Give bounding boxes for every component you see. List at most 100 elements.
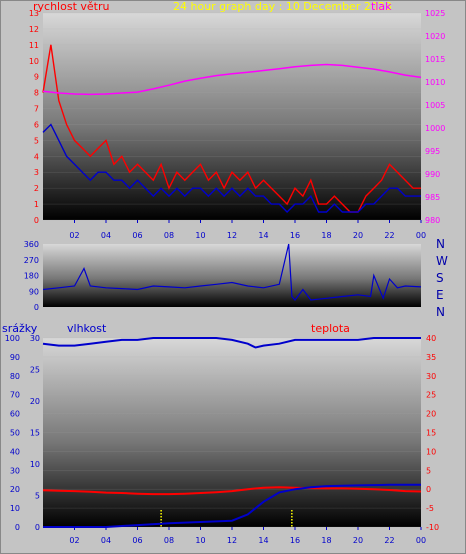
series-gust-avg (42, 123, 421, 213)
y-tick-label-right: 1025 (425, 9, 445, 18)
x-tick-label: 08 (164, 536, 174, 545)
y-tick-label-humidity: 40 (10, 447, 20, 456)
x-tick-label: 04 (101, 536, 111, 545)
x-tick-label: 16 (290, 231, 300, 240)
series-direction (42, 243, 422, 301)
compass-letter-s: S (436, 271, 444, 285)
y-tick-label-left: 4 (34, 152, 39, 161)
compass-letter-w: W (436, 254, 448, 268)
rain-label: srážky (2, 322, 38, 335)
compass-letter-bottom-n: N (436, 305, 445, 319)
y-tick-label-temperature: 35 (426, 353, 436, 362)
y-tick-label-temperature: 10 (426, 447, 436, 456)
compass-letter-e: E (436, 288, 444, 302)
x-tick-label: 18 (321, 536, 331, 545)
y-tick-label-left: 8 (34, 89, 39, 98)
y-tick-label: 0 (34, 303, 39, 312)
y-tick-label-temperature: 0 (426, 485, 431, 494)
y-tick-label-left: 6 (34, 120, 39, 129)
y-tick-label-right: 985 (425, 193, 440, 202)
y-tick-label-right: 1010 (425, 78, 445, 87)
y-tick-label: 270 (24, 256, 39, 265)
x-tick-label: 04 (101, 231, 111, 240)
y-tick-label-left: 13 (29, 9, 39, 18)
y-tick-label-humidity: 100 (5, 334, 20, 343)
y-tick-label-humidity: 80 (10, 372, 20, 381)
rain-humidity-temp-chart: 0102030405060708090100051015202530-10-50… (5, 334, 439, 545)
x-tick-label: 02 (69, 536, 79, 545)
series-tlak (42, 63, 422, 96)
y-tick-label-left: 12 (29, 25, 39, 34)
x-tick-label: 20 (353, 536, 363, 545)
humidity-label: vlhkost (67, 322, 107, 335)
x-tick-label: 12 (227, 536, 237, 545)
x-tick-label: 12 (227, 231, 237, 240)
x-tick-label: 02 (69, 231, 79, 240)
y-tick-label-left: 0 (34, 216, 39, 225)
x-tick-label: 00 (416, 231, 426, 240)
y-tick-label-right: 1005 (425, 101, 445, 110)
y-tick-label-left: 7 (34, 105, 39, 114)
y-tick-label-left: 3 (34, 168, 39, 177)
x-tick-label: 10 (195, 536, 205, 545)
y-tick-label-temperature: 20 (426, 410, 436, 419)
x-tick-label: 06 (132, 536, 142, 545)
y-tick-label-humidity: 70 (10, 391, 20, 400)
x-tick-label: 18 (321, 231, 331, 240)
y-tick-label: 360 (24, 240, 39, 249)
panel-wind-plot-area (43, 13, 421, 220)
y-tick-label-right: 995 (425, 147, 440, 156)
x-tick-label: 22 (384, 231, 394, 240)
y-tick-label-rain: 10 (30, 460, 40, 469)
y-tick-label-rain: 5 (35, 492, 40, 501)
y-tick-label-left: 5 (34, 136, 39, 145)
x-tick-label: 14 (258, 231, 268, 240)
y-tick-label-rain: 20 (30, 397, 40, 406)
wind-direction-chart: 0 90 180 270 360 (24, 240, 422, 312)
y-tick-label-left: 1 (34, 200, 39, 209)
y-tick-label-rain: 15 (30, 429, 40, 438)
x-tick-label: 16 (290, 536, 300, 545)
wind-pressure-chart: 0123456789101112139809859909951000100510… (29, 9, 446, 240)
x-tick-label: 22 (384, 536, 394, 545)
y-tick-label-rain: 30 (30, 334, 40, 343)
x-tick-label: 14 (258, 536, 268, 545)
compass-letters: N W S E N (436, 237, 448, 319)
y-tick-label-left: 9 (34, 73, 39, 82)
y-tick-label: 180 (24, 272, 39, 281)
series-vlhkost (42, 337, 421, 349)
y-tick-label-humidity: 90 (10, 353, 20, 362)
x-tick-label: 10 (195, 231, 205, 240)
y-tick-label-humidity: 30 (10, 466, 20, 475)
y-tick-label-right: 1000 (425, 124, 445, 133)
wind-speed-label: rychlost větru (33, 0, 109, 13)
y-tick-label-temperature: -10 (426, 523, 439, 532)
y-tick-label-temperature: -5 (426, 504, 434, 513)
y-tick-label: 90 (29, 287, 39, 296)
y-tick-label-left: 11 (29, 41, 39, 50)
y-tick-label-temperature: 5 (426, 466, 431, 475)
x-tick-label: 00 (416, 536, 426, 545)
series-teplota (42, 486, 422, 496)
y-tick-label-right: 1015 (425, 55, 445, 64)
y-tick-label-rain: 0 (35, 523, 40, 532)
panel-lower-plot-area (43, 338, 421, 527)
x-tick-label: 06 (132, 231, 142, 240)
y-tick-label-humidity: 10 (10, 504, 20, 513)
y-tick-label-rain: 25 (30, 366, 40, 375)
y-tick-label-temperature: 40 (426, 334, 436, 343)
y-tick-label-left: 2 (34, 184, 39, 193)
compass-letter-top-n: N (436, 237, 445, 251)
y-tick-label-right: 980 (425, 216, 440, 225)
y-tick-label-humidity: 0 (15, 523, 20, 532)
x-tick-label: 20 (353, 231, 363, 240)
x-tick-label: 08 (164, 231, 174, 240)
y-tick-label-temperature: 30 (426, 372, 436, 381)
y-tick-label-temperature: 25 (426, 391, 436, 400)
temperature-label: teplota (311, 322, 350, 335)
y-tick-label-right: 1020 (425, 32, 445, 41)
y-tick-label-humidity: 50 (10, 429, 20, 438)
y-tick-label-right: 990 (425, 170, 440, 179)
y-tick-label-left: 10 (29, 57, 39, 66)
